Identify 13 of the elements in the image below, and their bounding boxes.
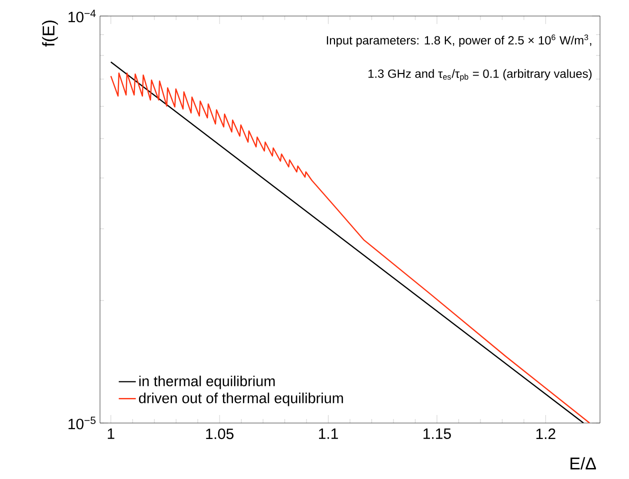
annotation: 1.3 GHz and τ$_{es}$/τ$_{pb}$ = 0.1 (arbitrary values) (368, 69, 592, 82)
legend-label: driven out of thermal equilibrium (138, 392, 343, 406)
legend-label: in thermal equilibrium (139, 376, 275, 390)
x-tick-label: 1.05 (206, 428, 234, 440)
y-tick-label: 10$^{−4}$ (68, 10, 96, 22)
y-tick-label: 10$^{−5}$ (68, 416, 96, 430)
x-tick-label: 1.2 (536, 428, 556, 439)
x-axis-title: E/Δ (570, 457, 596, 470)
x-tick-label: 1.1 (319, 428, 338, 439)
x-tick-label: 1.15 (424, 428, 451, 439)
annotation: Input parameters: 1.8 K, power of 2.5 × 10$^{6}$ W/m$^{3}$, (326, 34, 592, 47)
x-tick-label: 1 (108, 428, 114, 439)
y-axis-title: f(E) (42, 20, 58, 47)
